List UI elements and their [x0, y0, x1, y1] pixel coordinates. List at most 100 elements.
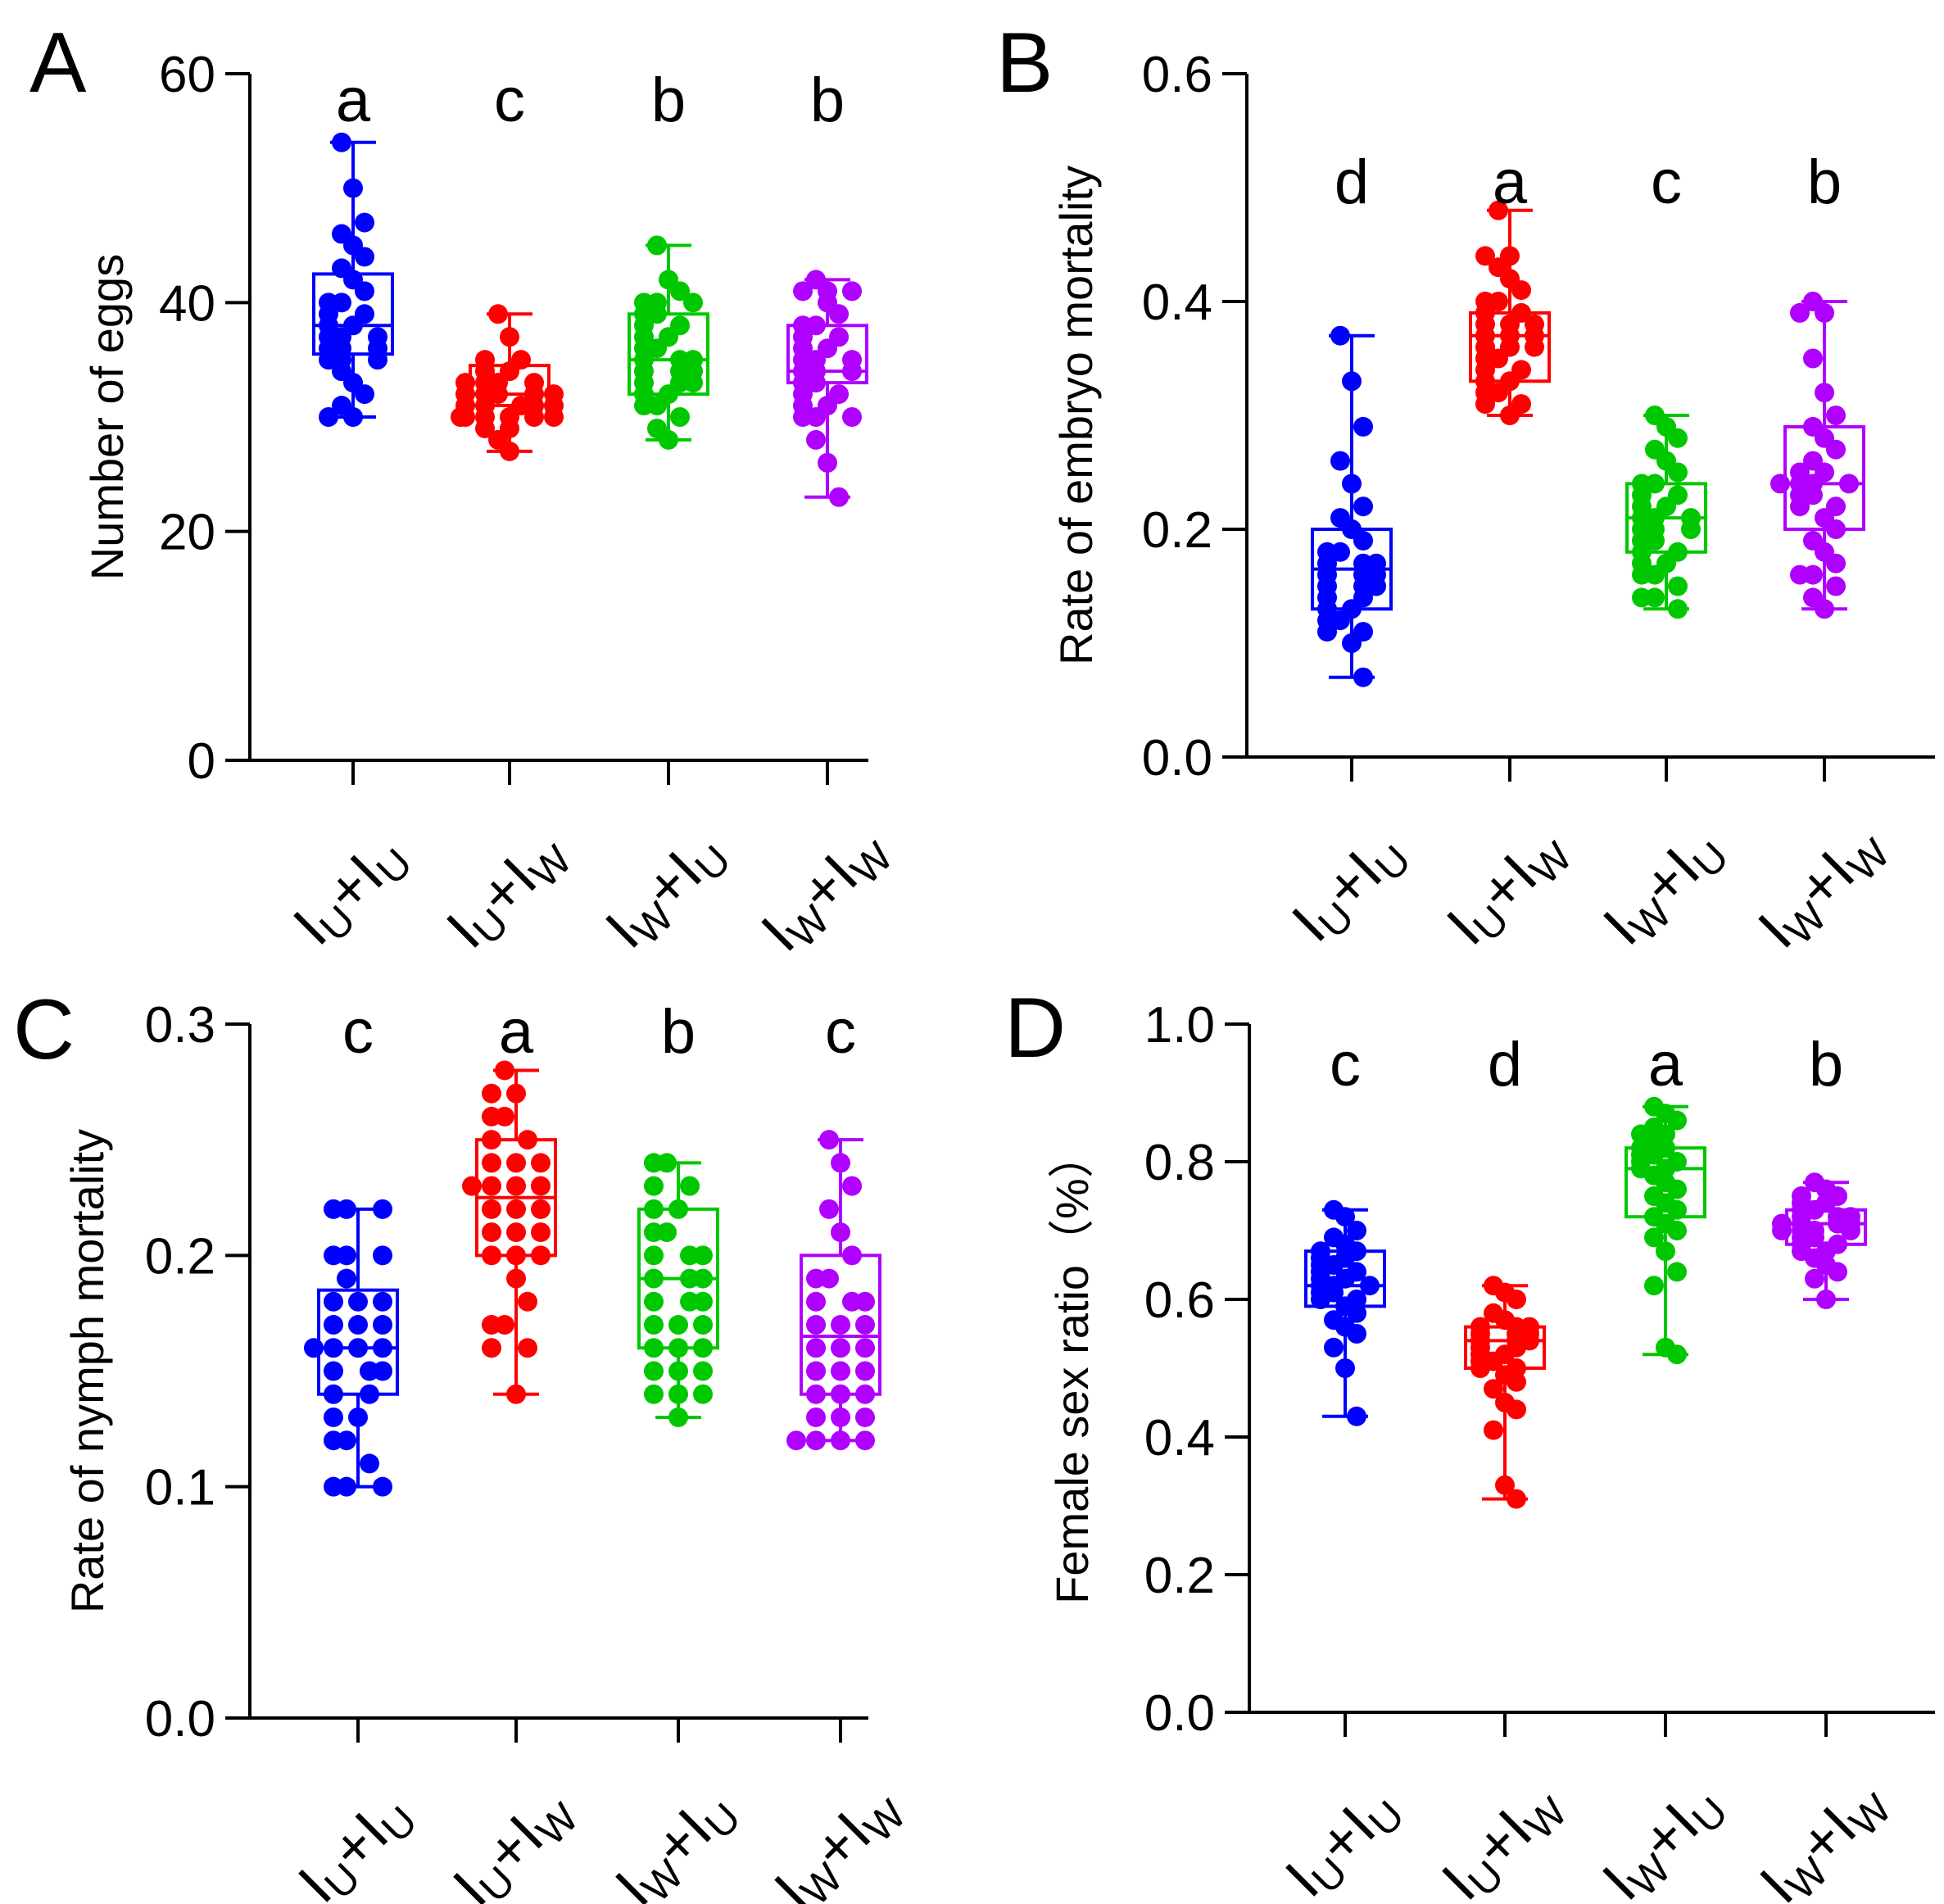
box-group-4 [1770, 292, 1865, 619]
data-point [1667, 1199, 1687, 1220]
data-point [518, 1130, 537, 1150]
data-point [506, 1176, 526, 1196]
data-point [506, 1222, 526, 1243]
data-point [819, 1199, 839, 1219]
data-point [680, 1176, 700, 1196]
data-point [831, 1407, 850, 1427]
data-point [1335, 1207, 1355, 1227]
data-point [506, 1083, 526, 1104]
significance-letter: b [810, 66, 845, 135]
data-point [506, 1199, 526, 1219]
data-point [360, 1384, 379, 1404]
data-point [348, 1315, 368, 1335]
significance-letter: c [494, 66, 525, 135]
y-tick-label: 0.3 [145, 997, 215, 1054]
y-tick-label: 0.0 [1144, 1685, 1215, 1742]
data-point [373, 1338, 392, 1358]
data-point [1317, 622, 1337, 642]
data-point [806, 1361, 826, 1381]
y-tick-label: 0 [188, 733, 215, 790]
data-point [332, 132, 351, 152]
data-point [1495, 1475, 1515, 1495]
data-point [1667, 1262, 1687, 1282]
data-point [1815, 599, 1834, 619]
data-point [524, 407, 544, 427]
data-point [644, 1153, 664, 1173]
x-category-label: IW+IU [603, 1776, 749, 1904]
data-point [644, 1384, 664, 1404]
data-point [670, 407, 690, 427]
data-point [1681, 519, 1701, 539]
y-tick-label: 60 [159, 47, 215, 103]
data-point [324, 1338, 343, 1358]
data-point [304, 1338, 324, 1358]
data-point [1353, 496, 1373, 517]
data-point [829, 304, 849, 324]
panel-label: A [29, 16, 87, 111]
data-point [324, 1291, 343, 1312]
data-point [842, 281, 862, 301]
data-point [855, 1291, 875, 1312]
box-group-3 [637, 1153, 719, 1427]
data-point [500, 441, 519, 461]
data-point [1330, 325, 1350, 346]
panel-label: D [1004, 981, 1066, 1076]
data-point [1311, 1290, 1330, 1309]
y-tick-label: 0.4 [1142, 274, 1212, 331]
data-point [644, 1176, 664, 1196]
x-category-label: IU+IU [281, 822, 421, 962]
data-point [668, 1199, 688, 1219]
data-point [373, 1315, 392, 1335]
data-point [855, 1430, 875, 1451]
data-point [360, 1453, 379, 1474]
data-point [373, 1291, 392, 1312]
data-point [1484, 1420, 1503, 1440]
data-point [855, 1361, 875, 1381]
significance-letter: c [1651, 147, 1682, 217]
x-category-label: IU+IU [1280, 818, 1420, 959]
data-point [1815, 302, 1834, 323]
data-point [482, 1199, 501, 1219]
box-group-1 [1304, 1199, 1386, 1426]
x-category-label: IW+IW [762, 1773, 915, 1904]
significance-letter: d [1488, 1030, 1522, 1099]
data-point [793, 281, 813, 301]
panel-D: D 0.0 0.2 0.4 0.6 0.8 1.0 Female sex ratio（%） IU… [1004, 981, 1935, 1904]
data-point [319, 407, 338, 427]
data-point [855, 1407, 875, 1427]
data-point [482, 1315, 501, 1335]
data-point [1507, 1399, 1526, 1420]
box-group-2 [1464, 1276, 1546, 1509]
data-point [831, 1430, 850, 1451]
data-point [506, 1245, 526, 1266]
data-point [786, 1430, 806, 1451]
data-point [644, 1199, 664, 1219]
data-point [683, 292, 703, 313]
significance-letter: b [1807, 147, 1842, 217]
significance-letter: a [1493, 147, 1528, 217]
box-group-2 [451, 304, 564, 461]
box-group-2 [462, 1060, 557, 1404]
data-point [373, 1245, 392, 1266]
data-point [1803, 348, 1823, 369]
x-category-label: IU+IU [286, 1779, 426, 1904]
x-category-label: IU+IU [1273, 1774, 1413, 1904]
y-axis-title: Number of eggs [81, 254, 133, 580]
data-point [1790, 302, 1810, 323]
data-point [693, 1315, 713, 1335]
data-point [355, 384, 374, 405]
data-point [482, 1222, 501, 1243]
data-point [482, 1083, 501, 1104]
data-point [531, 1153, 551, 1173]
data-point [1342, 474, 1362, 494]
data-point [831, 1315, 850, 1335]
data-point [1656, 1241, 1675, 1262]
data-point [1484, 1379, 1503, 1399]
data-point [1324, 1337, 1344, 1358]
data-point [1667, 1221, 1687, 1240]
data-point [1826, 576, 1846, 596]
y-tick-label: 0.0 [145, 1691, 215, 1748]
y-tick-label: 0.8 [1144, 1135, 1215, 1191]
data-point [1668, 599, 1688, 619]
data-point [842, 1245, 862, 1266]
